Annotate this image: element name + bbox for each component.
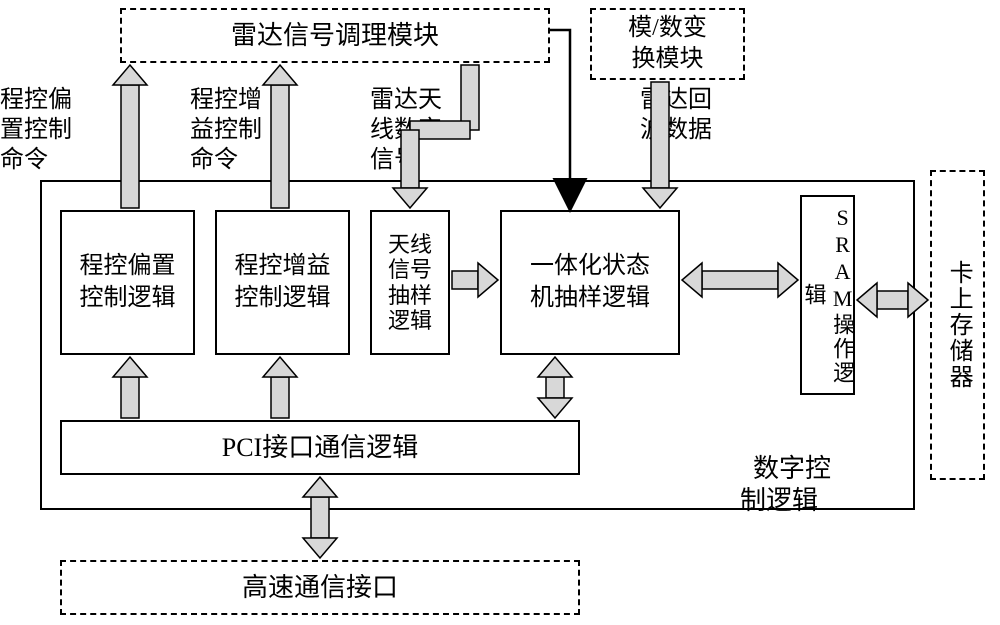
arrows-layer bbox=[0, 0, 1000, 625]
